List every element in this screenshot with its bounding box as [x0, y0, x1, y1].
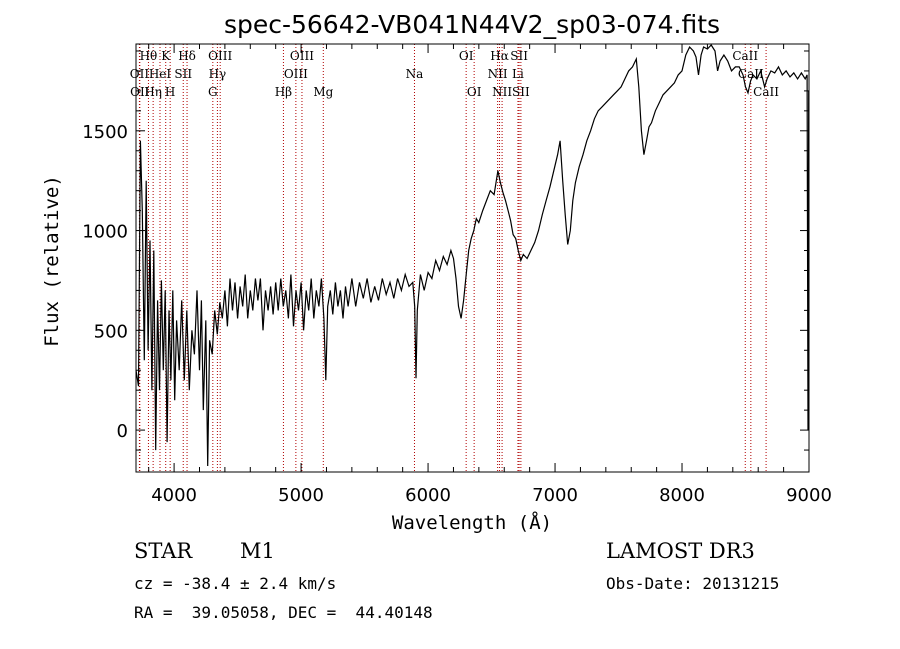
spectral-line-label: G [208, 85, 218, 99]
plot-frame [135, 43, 810, 473]
spectral-line-label: OI [467, 85, 482, 99]
flux-series-line [135, 44, 810, 467]
x-axis-label: Wavelength (Å) [392, 511, 552, 534]
x-tick-label: 7000 [532, 485, 578, 506]
spectral-line-label: OII [130, 67, 150, 81]
spectral-line-label: HeI [149, 67, 172, 81]
x-tick-label: 4000 [151, 485, 197, 506]
x-tick-label: 6000 [405, 485, 451, 506]
redshift-text: cz = -38.4 ± 2.4 km/s [134, 574, 337, 593]
spectral-line-label: OIII [284, 67, 308, 81]
spectral-line-label: SII [510, 49, 528, 63]
spectral-line-label: Hγ [209, 67, 227, 81]
spectral-line-label: Na [406, 67, 424, 81]
spectral-line-label: NII [488, 67, 508, 81]
spectral-line-label: OI [459, 49, 474, 63]
spectral-line-markers [138, 44, 767, 472]
chart-title: spec-56642-VB041N44V2_sp03-074.fits [224, 10, 720, 39]
y-tick-label: 1000 [82, 222, 128, 243]
spectral-line-label: Li [512, 67, 524, 81]
spectral-line-label: SII [512, 85, 530, 99]
spectral-line-label: OIII [208, 49, 232, 63]
spectral-line-label: Hθ [140, 49, 158, 63]
y-tick-label: 500 [94, 321, 128, 342]
spectral-line-label: H [165, 85, 175, 99]
spectral-line-label: SII [174, 67, 192, 81]
x-axis-ticks: 4000 5000 6000 7000 8000 9000 [148, 44, 832, 506]
coordinates-text: RA = 39.05058, DEC = 44.40148 [134, 603, 433, 622]
y-tick-label: 1500 [82, 122, 128, 143]
object-type: STAR [134, 539, 193, 563]
y-tick-label: 0 [117, 421, 128, 442]
spectral-line-label: Hα [490, 49, 509, 63]
spectral-line-label: CaII [753, 85, 779, 99]
spectral-line-label: Hβ [275, 85, 292, 99]
spectral-line-label: Hη [144, 85, 162, 99]
survey-name: LAMOST DR3 [606, 539, 755, 563]
spectral-line-label: OIII [290, 49, 314, 63]
obs-date-text: Obs-Date: 20131215 [606, 574, 780, 593]
y-axis-ticks: 0 500 1000 1500 [82, 50, 809, 451]
spectral-line-label: NII [492, 85, 512, 99]
spectral-line-label: CaII [732, 49, 758, 63]
x-tick-label: 5000 [278, 485, 324, 506]
spectral-line-label: K [161, 49, 171, 63]
y-axis-label: Flux (relative) [41, 175, 63, 347]
x-tick-label: 9000 [786, 485, 832, 506]
spectral-line-label: Hδ [178, 49, 196, 63]
spectral-line-label: OII [130, 85, 150, 99]
x-tick-label: 8000 [659, 485, 705, 506]
spectral-line-label: Mg [313, 85, 333, 99]
object-subclass: M1 [240, 539, 275, 563]
